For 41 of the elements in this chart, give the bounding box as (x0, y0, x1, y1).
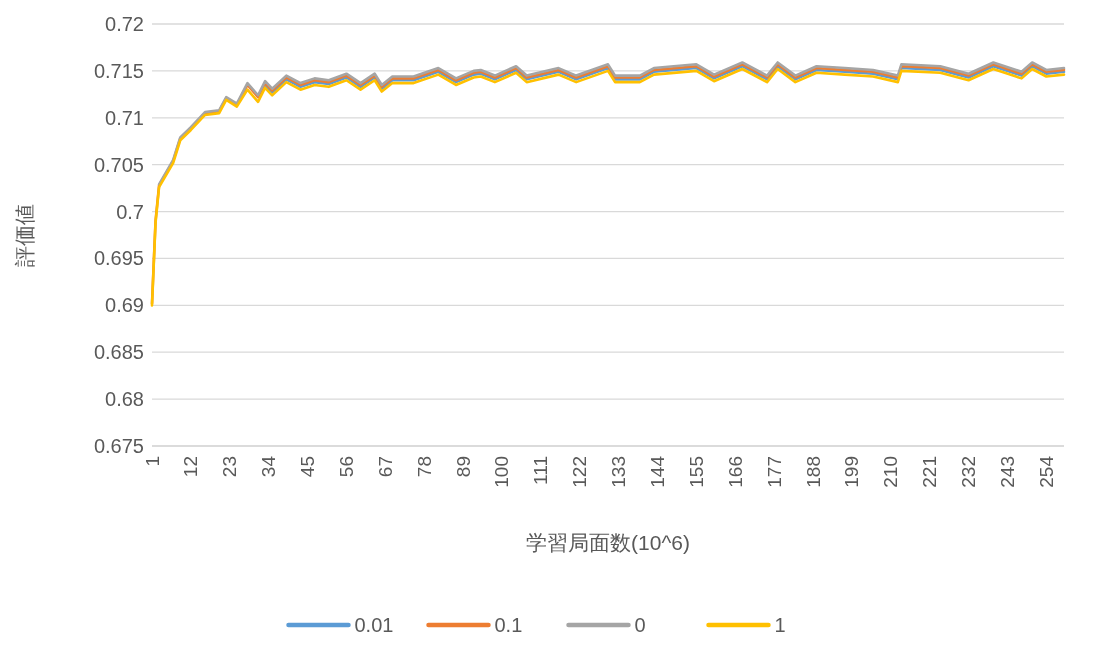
y-tick-label: 0.715 (93, 59, 144, 82)
y-tick-label: 0.71 (105, 106, 144, 129)
x-tick-label: 89 (452, 456, 474, 478)
x-tick-label: 188 (802, 456, 824, 488)
y-tick-label: 0.685 (93, 341, 144, 364)
x-tick-label: 78 (413, 456, 435, 478)
x-tick-label: 210 (880, 456, 902, 488)
x-tick-label: 221 (919, 456, 941, 488)
x-tick-label: 155 (685, 456, 707, 488)
x-tick-label: 12 (180, 456, 202, 478)
x-tick-label: 144 (646, 455, 668, 488)
y-tick-label: 0.69 (105, 294, 144, 317)
y-tick-label: 0.705 (93, 153, 144, 176)
legend-label: 1 (774, 614, 786, 636)
legend-label: 0.01 (354, 614, 394, 636)
x-tick-label: 122 (569, 456, 591, 488)
y-tick-label: 0.675 (93, 435, 144, 457)
x-tick-label: 243 (996, 456, 1018, 488)
y-tick-label: 0.695 (93, 247, 144, 270)
x-tick-label: 100 (491, 456, 513, 488)
x-tick-label: 1 (141, 456, 163, 467)
y-axis-title: 評価値 (13, 203, 36, 267)
y-tick-label: 0.7 (116, 200, 144, 223)
y-tick-label: 0.68 (105, 388, 144, 411)
x-axis-title: 学習局面数(10^6) (526, 531, 690, 554)
legend-label: 0 (634, 614, 646, 636)
x-tick-label: 232 (958, 456, 980, 488)
x-tick-label: 166 (724, 456, 746, 488)
x-tick-label: 133 (608, 456, 630, 488)
x-tick-label: 254 (1035, 455, 1057, 488)
x-tick-label: 23 (219, 456, 241, 478)
legend-label: 0.1 (494, 614, 523, 636)
y-tick-label: 0.72 (105, 13, 144, 35)
x-tick-label: 67 (374, 456, 396, 478)
x-tick-label: 177 (763, 456, 785, 488)
x-tick-label: 111 (530, 456, 552, 485)
x-tick-label: 56 (335, 456, 357, 478)
x-tick-label: 45 (297, 456, 319, 478)
x-tick-label: 34 (258, 455, 280, 478)
line-series (157, 61, 1066, 186)
x-tick-label: 199 (841, 456, 863, 488)
